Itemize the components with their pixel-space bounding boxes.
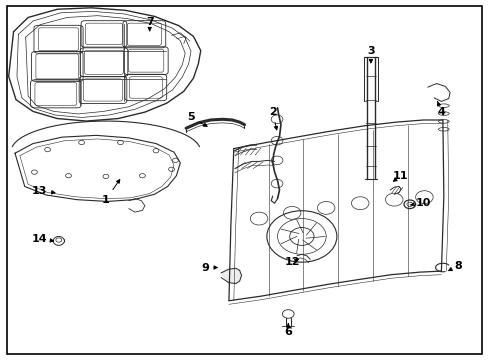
Polygon shape bbox=[221, 268, 241, 284]
Text: 9: 9 bbox=[201, 262, 217, 273]
Text: 3: 3 bbox=[366, 46, 374, 63]
Text: 6: 6 bbox=[284, 324, 292, 337]
Text: 8: 8 bbox=[448, 261, 461, 271]
Text: 4: 4 bbox=[437, 102, 445, 117]
Text: 1: 1 bbox=[102, 180, 120, 204]
Text: 2: 2 bbox=[268, 107, 277, 130]
Text: 12: 12 bbox=[284, 257, 299, 267]
Text: 11: 11 bbox=[391, 171, 407, 181]
Text: 13: 13 bbox=[32, 186, 55, 196]
Text: 14: 14 bbox=[31, 234, 53, 244]
Text: 5: 5 bbox=[187, 112, 206, 126]
Text: 10: 10 bbox=[409, 198, 430, 208]
Text: 7: 7 bbox=[145, 17, 153, 31]
